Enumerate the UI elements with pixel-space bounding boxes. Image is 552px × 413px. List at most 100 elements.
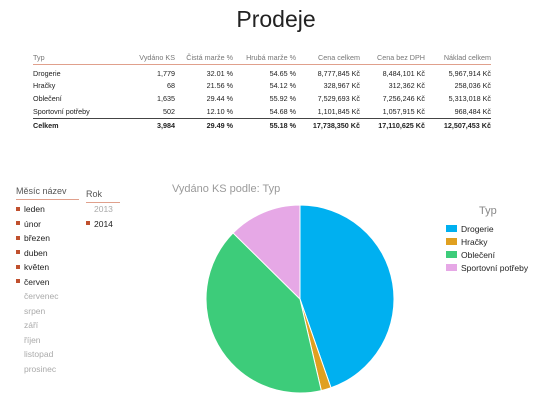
month-item-březen[interactable]: březen	[16, 232, 50, 245]
column-header[interactable]: Čistá marže %	[175, 52, 233, 65]
page-title: Prodeje	[236, 6, 316, 32]
legend-item[interactable]: Oblečení	[446, 250, 495, 261]
selected-mark-icon	[86, 221, 90, 226]
month-item-label: květen	[24, 262, 50, 272]
legend-title: Typ	[479, 205, 497, 217]
legend-swatch-icon	[446, 238, 457, 246]
month-item-label: duben	[24, 247, 48, 258]
cell-value: 29.44 %	[206, 94, 233, 103]
month-item-květen[interactable]: květen	[16, 261, 49, 274]
cell-value: 12.10 %	[206, 107, 233, 116]
month-item-listopad[interactable]: listopad	[16, 348, 53, 361]
month-item-label: únor	[24, 218, 42, 229]
cell-value: 502	[163, 107, 175, 116]
chart-title: Vydáno KS podle: Typ	[172, 183, 281, 195]
legend-label: Hračky	[461, 237, 488, 247]
month-item-červenec[interactable]: červenec	[16, 290, 59, 303]
month-item-label: červen	[24, 276, 50, 287]
month-item-label: listopad	[24, 349, 54, 359]
month-item-label: prosinec	[24, 363, 57, 374]
total-value: 29.49 %	[175, 118, 233, 132]
selected-mark-icon	[16, 206, 20, 211]
cell-value: 54.68 %	[269, 107, 296, 116]
table-header-row: Typ Vydáno KS Čistá marže % Hrubá marže …	[33, 52, 491, 65]
total-label: Celkem	[33, 118, 125, 132]
pie-slice-Drogerie[interactable]	[299, 204, 395, 389]
month-item-leden[interactable]: leden	[16, 203, 45, 216]
pie-slice-Oblečení[interactable]	[205, 232, 322, 394]
selected-mark-icon	[16, 264, 20, 269]
legend-label: Drogerie	[461, 224, 494, 234]
year-item-label: 2014	[94, 218, 113, 229]
legend-label: Sportovní potřeby	[461, 263, 529, 273]
month-item-duben[interactable]: duben	[16, 247, 48, 260]
cell-value: 258,036 Kč	[454, 81, 491, 90]
month-item-únor[interactable]: únor	[16, 218, 41, 231]
month-item-label: březen	[24, 233, 50, 243]
month-slicer-title: Měsíc název	[16, 186, 79, 200]
selected-mark-icon	[16, 250, 20, 255]
pie-slice-Hračky[interactable]	[299, 298, 332, 392]
cell-value: 54.65 %	[269, 69, 296, 78]
legend-item[interactable]: Drogerie	[446, 224, 494, 235]
year-item-label: 2013	[94, 204, 113, 214]
year-item-2013[interactable]: 2013	[86, 203, 113, 216]
cell-value: 5,967,914 Kč	[448, 69, 491, 78]
cell-value: 68	[167, 81, 175, 90]
cell-typ: Oblečení	[33, 94, 62, 103]
cell-typ: Sportovní potřeby	[33, 107, 90, 116]
table-row[interactable]: Drogerie 1,779 32.01 % 54.65 % 8,777,845…	[33, 65, 491, 80]
year-item-2014[interactable]: 2014	[86, 218, 113, 231]
legend-item[interactable]: Hračky	[446, 237, 487, 248]
cell-value: 32.01 %	[206, 69, 233, 78]
month-item-prosinec[interactable]: prosinec	[16, 363, 56, 376]
month-item-label: srpen	[24, 305, 46, 316]
total-value: 55.18 %	[233, 118, 296, 132]
cell-value: 54.12 %	[269, 81, 296, 90]
cell-value: 7,256,246 Kč	[382, 94, 425, 103]
month-item-label: leden	[24, 204, 45, 214]
month-item-label: září	[24, 320, 39, 330]
column-header[interactable]: Cena celkem	[296, 52, 360, 65]
cell-value: 1,101,845 Kč	[317, 107, 360, 116]
column-header[interactable]: Typ	[33, 52, 125, 65]
column-header[interactable]: Hrubá marže %	[233, 52, 296, 65]
column-header[interactable]: Cena bez DPH	[360, 52, 425, 65]
cell-value: 1,057,915 Kč	[382, 107, 425, 116]
cell-typ: Hračky	[33, 81, 56, 90]
month-item-label: červenec	[24, 291, 59, 301]
table-row[interactable]: Oblečení 1,635 29.44 % 55.92 % 7,529,693…	[33, 92, 491, 105]
legend-swatch-icon	[446, 251, 457, 259]
pie-slice-Sportovní potřeby[interactable]	[232, 204, 301, 301]
selected-mark-icon	[16, 235, 20, 240]
cell-value: 55.92 %	[269, 94, 296, 103]
legend-label: Oblečení	[461, 250, 496, 260]
year-slicer-title: Rok	[86, 189, 120, 203]
month-item-červen[interactable]: červen	[16, 276, 50, 289]
column-header[interactable]: Náklad celkem	[425, 52, 491, 65]
month-item-srpen[interactable]: srpen	[16, 305, 45, 318]
table-total-row: Celkem 3,984 29.49 % 55.18 % 17,738,350 …	[33, 118, 491, 132]
selected-mark-icon	[16, 221, 20, 226]
legend-swatch-icon	[446, 225, 457, 233]
column-header[interactable]: Vydáno KS	[125, 52, 175, 65]
cell-value: 8,484,101 Kč	[382, 69, 425, 78]
cell-value: 7,529,693 Kč	[317, 94, 360, 103]
month-item-září[interactable]: září	[16, 319, 38, 332]
cell-value: 328,967 Kč	[323, 81, 360, 90]
month-item-říjen[interactable]: říjen	[16, 334, 41, 347]
legend-item[interactable]: Sportovní potřeby	[446, 263, 528, 274]
total-value: 17,738,350 Kč	[296, 118, 360, 132]
cell-value: 8,777,845 Kč	[317, 69, 360, 78]
cell-value: 312,362 Kč	[388, 81, 425, 90]
cell-typ: Drogerie	[33, 69, 61, 78]
cell-value: 1,779	[157, 69, 175, 78]
month-item-label: říjen	[24, 334, 41, 345]
table-row[interactable]: Sportovní potřeby 502 12.10 % 54.68 % 1,…	[33, 105, 491, 119]
total-value: 3,984	[125, 118, 175, 132]
total-value: 17,110,625 Kč	[360, 118, 425, 132]
cell-value: 21.56 %	[206, 81, 233, 90]
cell-value: 1,635	[157, 94, 175, 103]
total-value: 12,507,453 Kč	[425, 118, 491, 132]
table-row[interactable]: Hračky 68 21.56 % 54.12 % 328,967 Kč 312…	[33, 79, 491, 92]
